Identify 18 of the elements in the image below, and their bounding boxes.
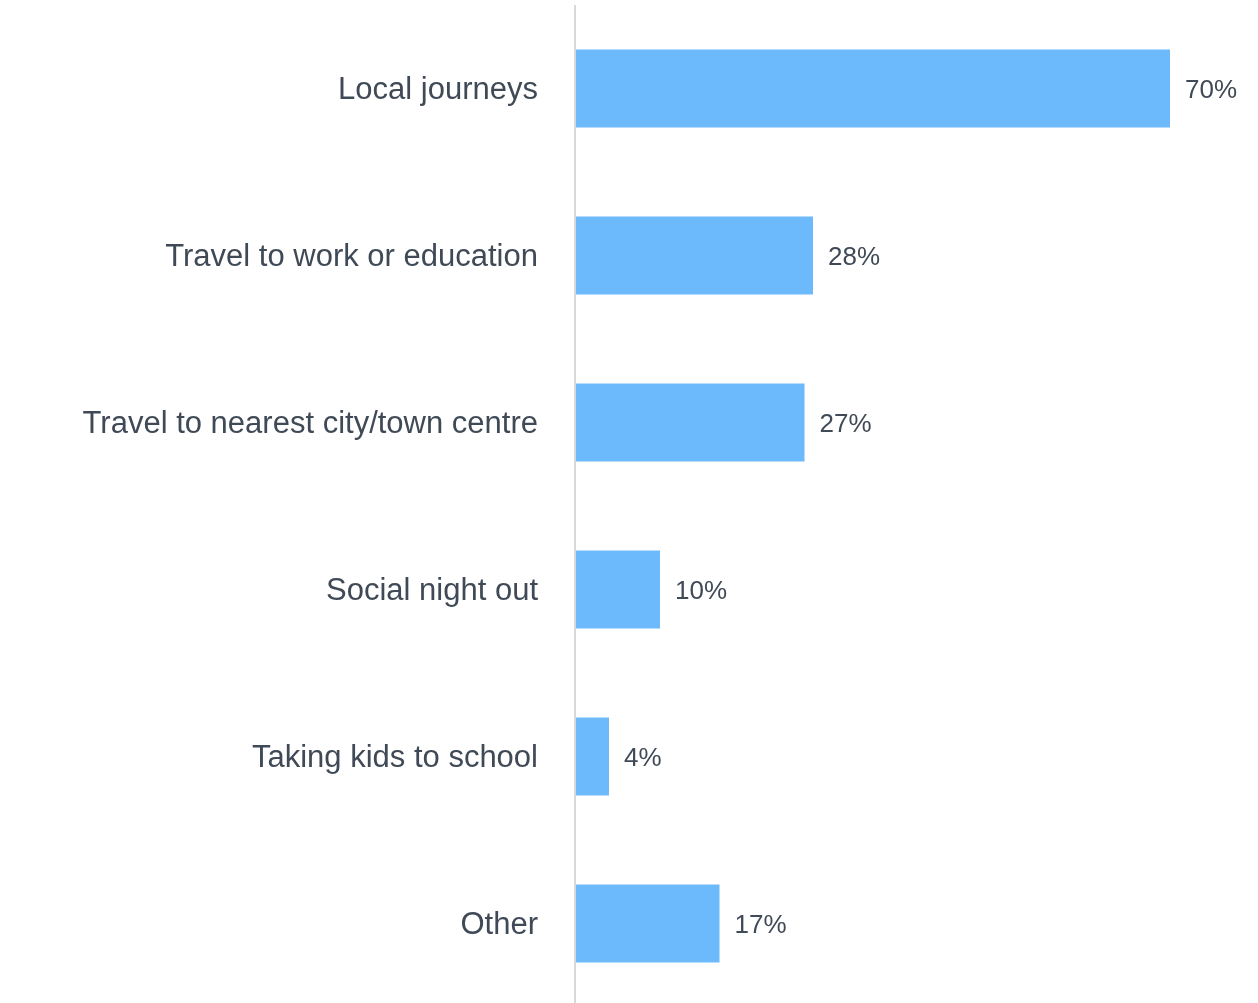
- y-tick-label: Other: [460, 906, 538, 942]
- y-tick-label: Travel to work or education: [165, 238, 538, 274]
- bar: [575, 550, 660, 629]
- y-tick-label: Local journeys: [338, 71, 538, 107]
- y-tick-label: Social night out: [326, 572, 539, 608]
- y-tick-label: Travel to nearest city/town centre: [82, 405, 538, 441]
- bar: [575, 216, 813, 295]
- data-label: 17%: [734, 908, 787, 939]
- bar: [575, 884, 720, 963]
- data-label: 28%: [828, 240, 881, 271]
- bar: [575, 49, 1170, 128]
- y-tick-label: Taking kids to school: [251, 739, 538, 775]
- bar: [575, 383, 805, 462]
- data-label: 4%: [624, 741, 662, 772]
- data-label: 10%: [675, 574, 728, 605]
- data-label: 27%: [819, 407, 872, 438]
- data-label: 70%: [1185, 73, 1238, 104]
- bar: [575, 717, 609, 796]
